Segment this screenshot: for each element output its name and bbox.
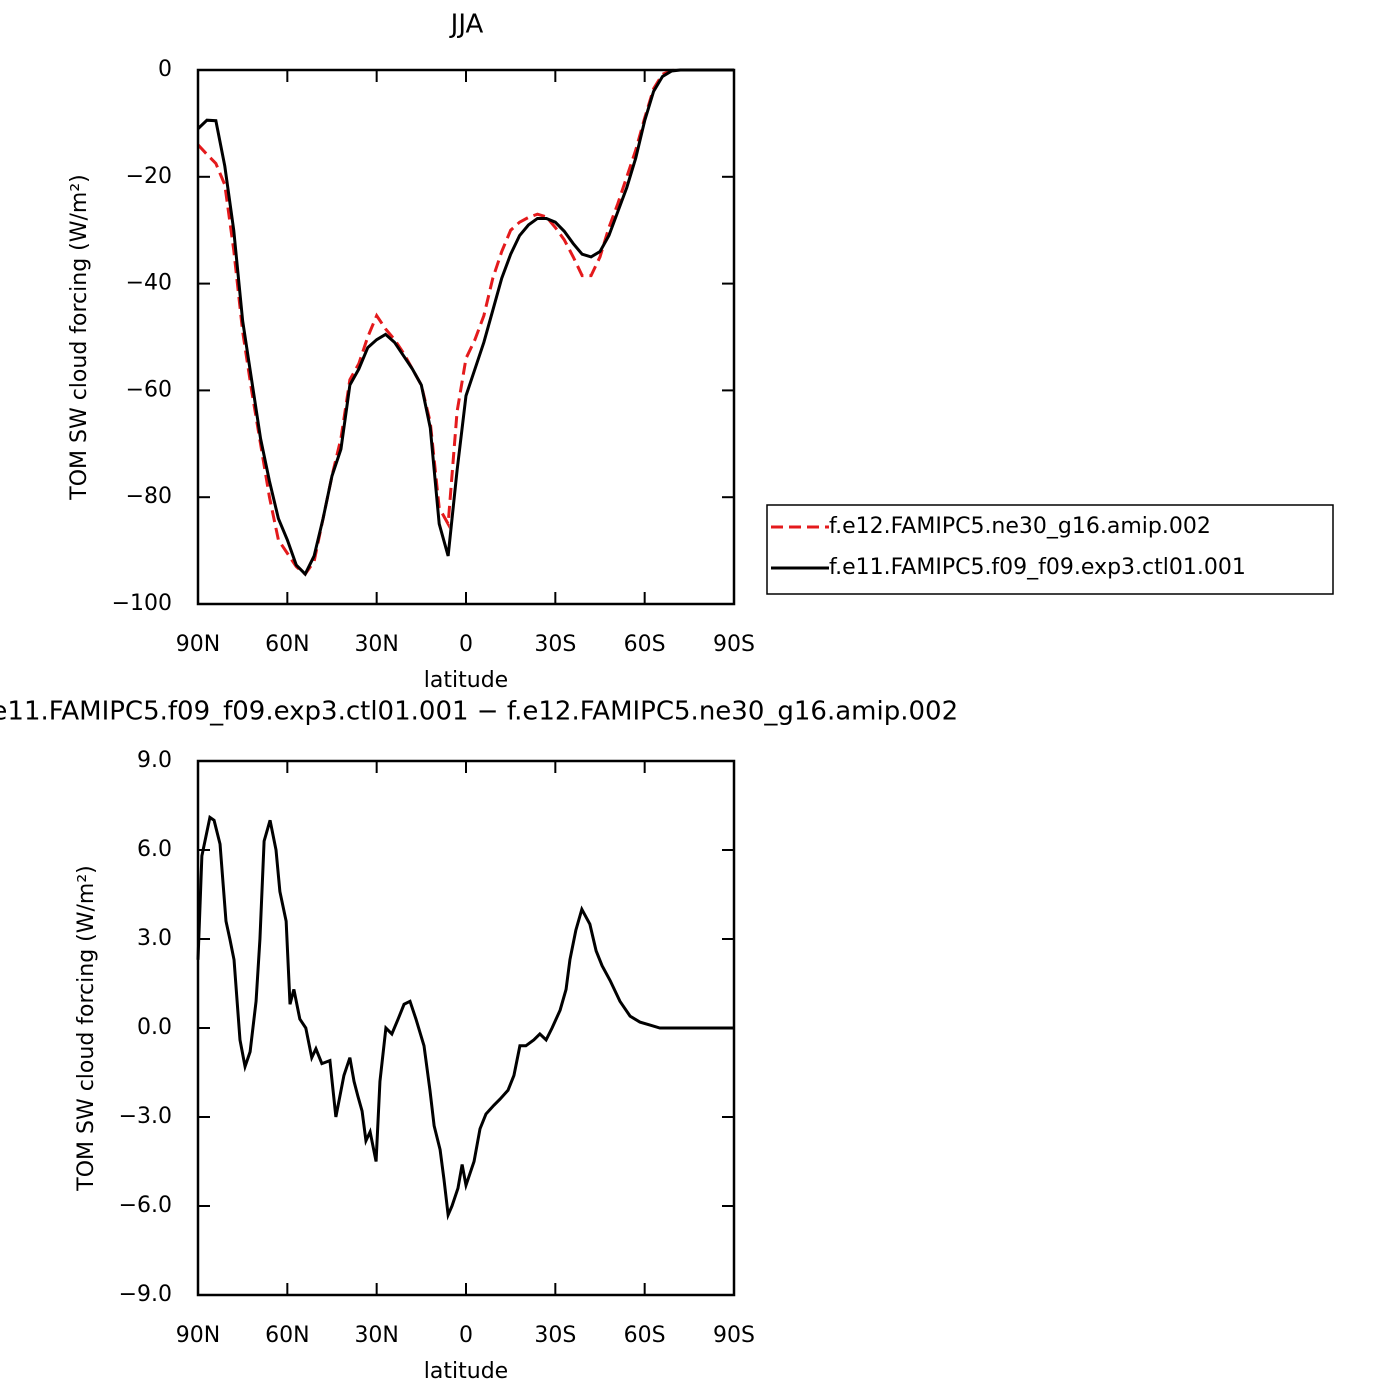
x-tick-label: 30S — [534, 1323, 576, 1348]
y-tick-label: −3.0 — [119, 1104, 172, 1129]
y-tick-label: 9.0 — [137, 748, 172, 773]
y-tick-label: −6.0 — [119, 1193, 172, 1218]
y-tick-label: −40 — [126, 271, 172, 296]
y-axis-label: TOM SW cloud forcing (W/m²) — [67, 174, 92, 500]
data-line — [196, 68, 734, 577]
data-line — [196, 68, 734, 577]
x-tick-label: 90N — [176, 632, 220, 657]
x-axis-label: latitude — [424, 1359, 508, 1384]
y-tick-label: −100 — [112, 591, 172, 616]
x-tick-label: 90S — [713, 1323, 755, 1348]
chart-title: JJA — [449, 10, 484, 40]
y-tick-label: −20 — [126, 164, 172, 189]
y-tick-label: −80 — [126, 484, 172, 509]
x-tick-label: 90S — [713, 632, 755, 657]
y-tick-label: 6.0 — [137, 837, 172, 862]
x-tick-label: 60N — [265, 632, 309, 657]
plot-frame — [196, 68, 736, 606]
data-line — [196, 814, 734, 1221]
y-tick-label: 3.0 — [137, 926, 172, 951]
legend-label: f.e12.FAMIPC5.ne30_g16.amip.002 — [829, 514, 1211, 539]
x-tick-label: 60N — [265, 1323, 309, 1348]
y-tick-label: −60 — [126, 377, 172, 402]
plot-frame — [196, 759, 736, 1297]
legend-box — [766, 504, 1334, 595]
x-tick-label: 60S — [624, 632, 666, 657]
x-tick-label: 30N — [354, 1323, 398, 1348]
x-tick-label: 90N — [176, 1323, 220, 1348]
y-tick-label: 0 — [158, 57, 172, 82]
x-tick-label: 30S — [534, 632, 576, 657]
y-tick-label: −9.0 — [119, 1282, 172, 1307]
chart-title: f.e11.FAMIPC5.f09_f09.exp3.ctl01.001 − f… — [0, 697, 958, 727]
legend-label: f.e11.FAMIPC5.f09_f09.exp3.ctl01.001 — [829, 555, 1246, 580]
y-axis-label: TOM SW cloud forcing (W/m²) — [74, 865, 99, 1191]
x-axis-label: latitude — [424, 668, 508, 693]
x-tick-label: 0 — [459, 632, 473, 657]
y-tick-label: 0.0 — [137, 1015, 172, 1040]
x-tick-label: 30N — [354, 632, 398, 657]
x-tick-label: 60S — [624, 1323, 666, 1348]
x-tick-label: 0 — [459, 1323, 473, 1348]
